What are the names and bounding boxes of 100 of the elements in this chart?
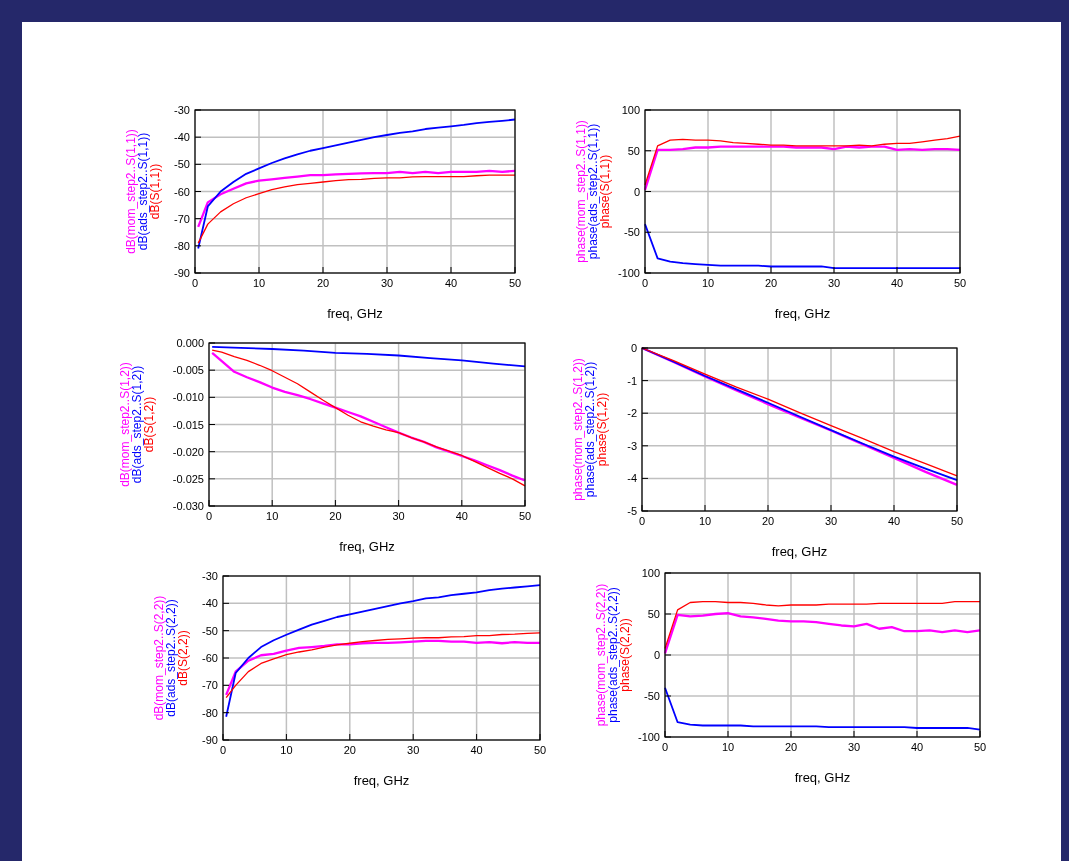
x-tick-label: 50 (950, 515, 964, 527)
y-tick-label: 50 (627, 144, 640, 157)
x-tick-label: 50 (518, 510, 532, 522)
line-series (197, 118, 516, 250)
y-tick-label: -30 (174, 104, 190, 116)
y-tick-label: -50 (202, 624, 218, 637)
text: dB(S(2,2)) (176, 630, 190, 686)
y-tick-label: 100 (641, 567, 660, 579)
x-tick-label: 30 (827, 277, 841, 289)
text: dB(mom_step2..S(1,1)) (124, 129, 138, 254)
y-tick-label: -40 (174, 131, 190, 144)
x-axis-title: freq, GHz (353, 773, 410, 788)
x-tick-label: 50 (953, 277, 967, 289)
text: dB(S(1,1)) (148, 163, 162, 220)
y-tick-label: 0 (633, 185, 640, 198)
x-tick-label: 40 (890, 277, 904, 289)
y-tick-label: -60 (202, 652, 218, 664)
y-tick-label: -70 (174, 212, 190, 225)
y-tick-label: 0 (653, 649, 660, 661)
text: dB(mom_step2..S(1,2)) (118, 362, 132, 487)
line-series (225, 584, 541, 718)
text: phase(S(2,2)) (618, 618, 632, 692)
y-tick-label: -0.015 (172, 418, 204, 431)
text: dB(ads_step2..S(1,1)) (136, 132, 150, 251)
x-tick-label: 50 (508, 277, 522, 289)
y-tick-label: -3 (627, 439, 637, 452)
y-tick-label: -70 (202, 679, 218, 692)
x-tick-label: 10 (280, 744, 293, 756)
x-tick-label: 30 (847, 741, 861, 753)
text: dB(mom_step2..S(2,2)) (152, 595, 166, 721)
line-series (197, 174, 516, 244)
text: phase(S(1,2)) (595, 392, 609, 467)
x-tick-label: 30 (380, 277, 394, 289)
y-tick-label: -0.020 (172, 445, 204, 458)
y-tick-label: -0.030 (172, 500, 204, 512)
y-tick-label: -60 (174, 185, 190, 198)
text: phase(mom_step2..S(1,1)) (574, 120, 588, 263)
y-tick-label: -100 (617, 267, 640, 279)
x-tick-label: 50 (533, 744, 547, 756)
x-tick-label: 20 (343, 744, 356, 756)
x-tick-label: 0 (219, 744, 227, 756)
line-series (197, 169, 517, 228)
x-tick-label: 20 (329, 510, 342, 522)
x-tick-label: 40 (470, 744, 483, 756)
x-tick-label: 50 (973, 741, 987, 753)
line-series (664, 686, 981, 731)
x-axis-title: freq, GHz (339, 539, 395, 554)
x-tick-label: 0 (661, 741, 669, 753)
y-tick-label: -80 (202, 706, 218, 719)
y-tick-label: -50 (644, 690, 660, 702)
x-tick-label: 20 (784, 741, 798, 753)
x-tick-label: 10 (252, 277, 266, 289)
x-tick-label: 10 (701, 277, 715, 289)
y-tick-label: -50 (624, 226, 640, 239)
x-tick-label: 20 (316, 277, 330, 289)
y-tick-label: -90 (174, 267, 190, 279)
x-tick-label: 10 (266, 510, 279, 522)
x-tick-label: 30 (392, 510, 405, 522)
y-tick-label: -4 (627, 472, 637, 485)
line-series (644, 223, 961, 270)
y-tick-label: -90 (202, 734, 218, 746)
text: dB(ads_step2..S(1,2)) (130, 365, 144, 484)
text: dB(ads_step2..S(2,2)) (164, 599, 178, 717)
y-tick-label: 0.000 (176, 337, 204, 349)
y-tick-label: -1 (627, 374, 637, 387)
text: phase(mom_step2..S(2,2)) (594, 583, 608, 727)
text: phase(ads_step2..S(1,2)) (583, 361, 597, 498)
y-tick-label: -100 (637, 731, 660, 743)
text: phase(mom_step2..S(1,2)) (571, 358, 585, 501)
x-axis-title: freq, GHz (327, 306, 383, 321)
text: phase(S(1,1)) (598, 154, 612, 229)
y-tick-label: -0.005 (172, 364, 204, 377)
y-tick-label: 0 (630, 342, 637, 354)
y-tick-label: -5 (627, 505, 637, 517)
x-tick-label: 40 (444, 277, 458, 289)
y-tick-label: -50 (174, 158, 190, 171)
y-tick-label: -0.025 (172, 472, 204, 485)
x-axis-title: freq, GHz (774, 306, 831, 321)
x-tick-label: 30 (824, 515, 838, 527)
x-axis-title: freq, GHz (794, 770, 851, 785)
text: phase(ads_step2..S(2,2)) (606, 587, 620, 723)
y-tick-label: -2 (627, 407, 637, 420)
x-tick-label: 10 (698, 515, 712, 527)
x-tick-label: 40 (455, 510, 468, 522)
y-tick-label: -80 (174, 239, 190, 252)
x-tick-label: 20 (764, 277, 778, 289)
x-tick-label: 10 (721, 741, 735, 753)
y-tick-label: -0.010 (172, 391, 204, 404)
y-tick-label: -30 (202, 570, 218, 582)
text: phase(ads_step2..S(1,1)) (586, 123, 600, 260)
x-tick-label: 40 (910, 741, 924, 753)
x-tick-label: 40 (887, 515, 901, 527)
y-tick-label: -40 (202, 597, 218, 610)
x-tick-label: 20 (761, 515, 775, 527)
y-tick-label: 100 (621, 104, 640, 116)
line-series (643, 145, 962, 192)
text: dB(S(1,2)) (142, 396, 156, 453)
x-axis-title: freq, GHz (771, 544, 828, 559)
y-tick-label: 50 (647, 608, 660, 620)
line-series (663, 612, 982, 655)
